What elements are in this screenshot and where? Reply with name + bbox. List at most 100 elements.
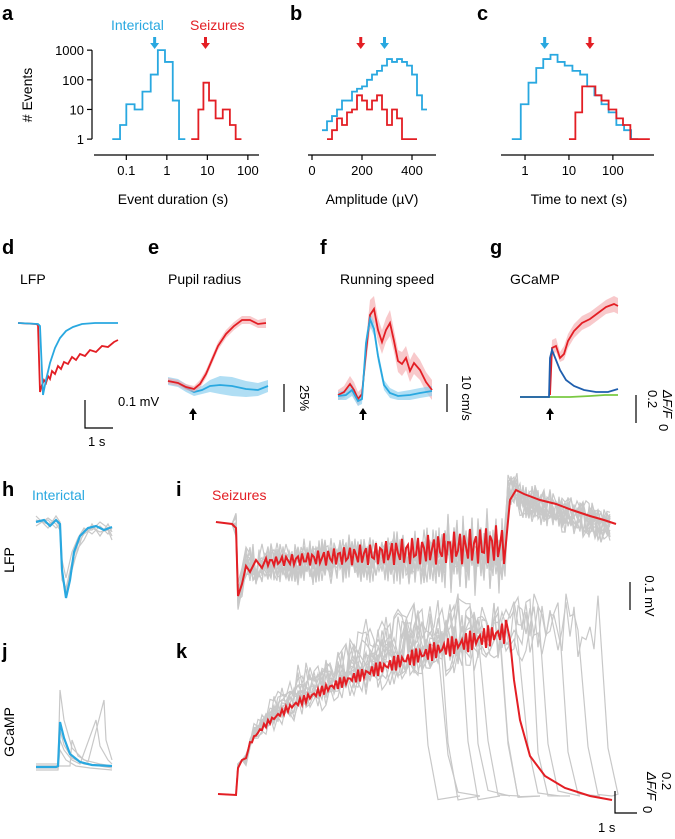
panel-h-blue-trace (35, 518, 113, 599)
panel-e-scalebar-y: 25% (297, 385, 312, 411)
panel-c-xtick-label-0: 1 (521, 163, 528, 178)
panel-e-pupil: e Pupil radius 25% (148, 237, 312, 420)
panel-f-blue-trace (337, 315, 433, 403)
panel-g-scalebar-value: 0.2 (645, 390, 660, 408)
panel-g-scalebar-unit: ΔF/F (660, 389, 675, 419)
panel-a-ytick-label-1: 10 (70, 102, 84, 117)
panel-i-scalebar-y: 0.1 mV (642, 575, 657, 617)
panel-a-plot: 0.1 1 10 100 1 10 100 1000 (55, 37, 259, 178)
panel-h-title: Interictal (32, 487, 85, 503)
panel-a-xtick-label-0: 0.1 (117, 163, 135, 178)
panel-k-gray-trace (217, 605, 541, 799)
panel-a-arrow-1 (200, 37, 210, 49)
panel-d-interictal-trace (17, 322, 118, 396)
panel-k-scalebar (614, 791, 637, 814)
panel-f-scalebar-y: 10 cm/s (459, 375, 474, 421)
panel-f-running: f Running speed 10 cm/s (320, 237, 474, 421)
panel-g-gcamp: g GCaMP 0.2 ΔF/F 0 (490, 237, 675, 431)
panel-d-scalebar-y: 0.1 mV (118, 394, 160, 409)
panel-d-seizure-trace (17, 322, 119, 393)
panel-c-arrow-1 (585, 37, 595, 49)
panel-d-lfp: d LFP 0.1 mV 1 s (2, 237, 160, 449)
panel-k-red-trace (217, 619, 613, 801)
panel-b-histogram: b Amplitude (µV) 0 200 400 (290, 3, 436, 207)
panel-c-arrow-0 (540, 37, 550, 49)
panel-c-plot: 1 10 100 (501, 37, 654, 178)
panel-e-red-trace (167, 319, 267, 390)
panel-a-histogram: a Interictal Seizures # Events Event dur… (2, 3, 259, 207)
panel-b-xtick-label-1: 200 (351, 163, 373, 178)
panel-k-scalebar-value: 0.2 (659, 772, 674, 790)
panel-a-xtick-label-1: 1 (163, 163, 170, 178)
panel-g-red-shade (550, 296, 618, 398)
panel-i-letter: i (176, 479, 182, 501)
panel-g-red-trace (549, 303, 619, 396)
panel-h-letter: h (2, 479, 14, 501)
panel-b-letter: b (290, 3, 302, 25)
panel-b-plot: 0 200 400 (308, 37, 436, 178)
panel-k-letter: k (176, 641, 188, 663)
panel-k-scalebar-text: 0.2 ΔF/F 0 (640, 771, 674, 813)
legend-seizures: Seizures (190, 17, 244, 33)
panel-d-letter: d (2, 237, 14, 259)
panel-e-title: Pupil radius (168, 271, 241, 287)
panel-a-letter: a (2, 3, 14, 25)
panel-f-stim-arrow (359, 408, 367, 420)
panel-g-darkblue-trace (520, 347, 619, 398)
panel-f-title: Running speed (340, 271, 434, 287)
panel-a-ytick-label-0: 1 (77, 132, 84, 147)
panel-d-scalebar-x: 1 s (88, 434, 106, 449)
row-label-gcamp: GCaMP (1, 707, 17, 757)
panel-k-scalebar-sub: 0 (640, 806, 655, 813)
panel-g-letter: g (490, 237, 502, 259)
panel-c-xtick-label-1: 10 (562, 163, 576, 178)
panel-j-letter: j (1, 641, 8, 663)
row-label-lfp: LFP (1, 547, 17, 573)
panel-b-xlabel: Amplitude (µV) (326, 191, 419, 207)
panel-b-xtick-label-2: 400 (401, 163, 423, 178)
panel-b-series-interictal (322, 58, 427, 132)
panel-b-arrow-1 (380, 37, 389, 49)
panel-a-series-seizures (191, 81, 242, 141)
panel-c-letter: c (477, 3, 488, 25)
panel-b-xtick-label-0: 0 (308, 163, 315, 178)
panel-i-seizure-lfp: i Seizures 0.1 mV (176, 473, 657, 617)
panel-e-stim-arrow (189, 408, 197, 420)
panel-k-seizure-gcamp: k 1 s 0.2 ΔF/F 0 (176, 593, 674, 835)
panel-a-xtick-label-2: 10 (200, 163, 214, 178)
panel-g-scalebar-text: 0.2 ΔF/F 0 (645, 389, 675, 431)
panel-h-interictal-lfp: h Interictal LFP (1, 479, 113, 599)
panel-e-letter: e (148, 237, 159, 259)
panel-k-scalebar-x: 1 s (598, 820, 616, 835)
panel-k-scalebar-unit: ΔF/F (644, 771, 659, 801)
legend-interictal: Interictal (111, 17, 164, 33)
panel-j-blue-trace (36, 721, 113, 769)
panel-j-interictal-gcamp: j GCaMP (1, 641, 113, 771)
panel-d-scalebar (84, 400, 113, 429)
panel-a-ytick-label-2: 100 (62, 73, 84, 88)
panel-f-red-trace (337, 306, 433, 401)
panel-i-gray-trace (215, 476, 611, 604)
panel-c-xlabel: Time to next (s) (531, 191, 628, 207)
panel-a-xlabel: Event duration (s) (118, 191, 229, 207)
panel-d-title: LFP (20, 271, 46, 287)
panel-c-histogram: c Time to next (s) 1 10 100 (477, 3, 654, 207)
panel-a-series-interictal (112, 49, 186, 141)
panel-g-stim-arrow (546, 408, 554, 420)
panel-a-arrow-0 (150, 37, 160, 49)
panel-a-ylabel: # Events (19, 68, 35, 122)
panel-g-title: GCaMP (510, 271, 560, 287)
panel-f-letter: f (320, 237, 327, 259)
panel-k-gray-trace (217, 593, 501, 801)
panel-k-gray-traces (217, 593, 619, 801)
panel-b-series-seizures (327, 94, 417, 141)
panel-a-xtick-label-3: 100 (237, 163, 259, 178)
panel-g-scalebar-sub: 0 (656, 424, 671, 431)
panel-c-xtick-label-2: 100 (602, 163, 624, 178)
panel-c-series-seizures (568, 85, 650, 141)
panel-a-ytick-label-3: 1000 (55, 43, 84, 58)
panel-i-title: Seizures (212, 487, 266, 503)
panel-i-red-trace (215, 488, 617, 597)
panel-b-arrow-0 (356, 37, 366, 49)
